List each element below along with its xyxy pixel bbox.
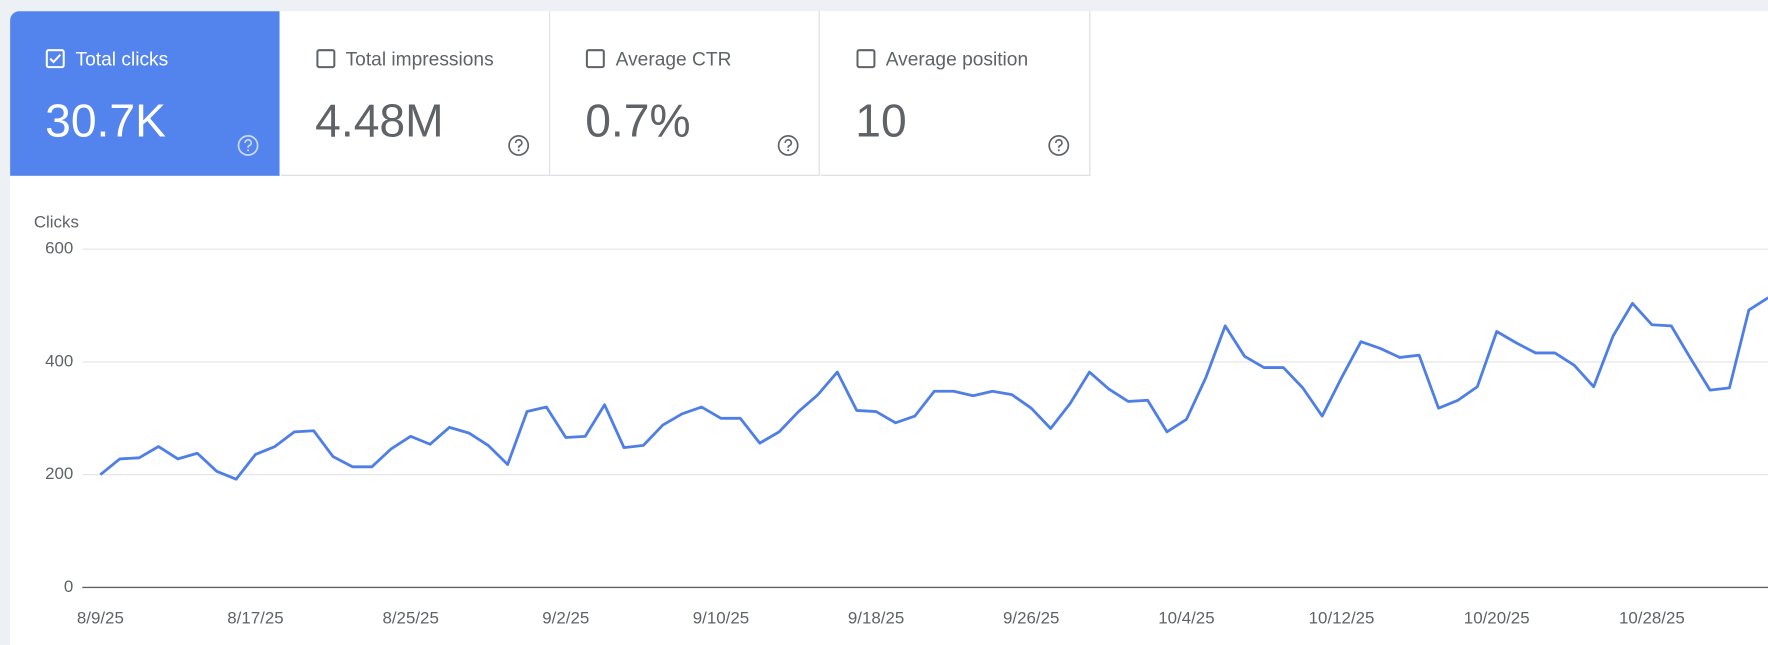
help-icon <box>507 135 529 156</box>
help-dot <box>517 149 520 152</box>
tile-icons <box>315 49 529 156</box>
help-circle <box>237 135 259 156</box>
checkbox <box>855 49 875 69</box>
help-dot <box>1057 149 1060 152</box>
y-tick-label: 200 <box>45 464 73 483</box>
tile-label: Total impressions <box>345 48 494 70</box>
tile-icons <box>585 49 799 156</box>
tile-icons <box>855 49 1069 156</box>
help-icon <box>237 135 259 156</box>
tile-value: 10 <box>855 94 907 147</box>
tile-label: Total clicks <box>75 48 169 70</box>
x-tick-label: 9/18/25 <box>848 608 904 627</box>
y-tick-label: 600 <box>45 239 73 258</box>
tile-value: 0.7% <box>585 94 691 147</box>
tile-label: Average CTR <box>615 48 732 70</box>
metric-tile[interactable]: Total clicks 30.7K <box>10 11 280 176</box>
help-circle <box>507 135 529 156</box>
x-tick-label: 10/28/25 <box>1619 608 1685 627</box>
x-tick-label: 9/2/25 <box>542 608 589 627</box>
help-circle <box>777 135 799 156</box>
clicks-line <box>99 296 1768 481</box>
checkbox <box>45 49 65 69</box>
y-tick-label: 0 <box>64 577 73 596</box>
checkbox <box>315 49 335 69</box>
metric-tile[interactable]: Average CTR 0.7% <box>550 11 820 176</box>
help-mark <box>244 138 253 148</box>
metric-tile[interactable]: Total impressions 4.48M <box>280 11 550 176</box>
tile-value: 4.48M <box>315 94 444 147</box>
y-tick-label: 400 <box>45 351 73 370</box>
help-dot <box>247 149 250 152</box>
x-tick-label: 10/4/25 <box>1158 608 1214 627</box>
y-axis-label: Clicks <box>34 213 79 232</box>
metric-tile[interactable]: Average position 10 <box>820 11 1090 176</box>
x-tick-label: 8/9/25 <box>77 608 124 627</box>
tile-value: 30.7K <box>45 94 166 147</box>
help-icon <box>1047 135 1069 156</box>
checkbox <box>585 49 605 69</box>
help-dot <box>787 149 790 152</box>
tile-icons <box>45 49 259 156</box>
x-tick-label: 8/25/25 <box>382 608 438 627</box>
help-icon <box>777 135 799 156</box>
help-mark <box>1054 138 1063 148</box>
tile-label: Average position <box>885 48 1029 70</box>
help-mark <box>784 138 793 148</box>
x-tick-label: 9/10/25 <box>693 608 749 627</box>
help-circle <box>1047 135 1069 156</box>
x-tick-label: 10/12/25 <box>1309 608 1375 627</box>
checkmark <box>49 53 62 64</box>
help-mark <box>514 138 523 148</box>
x-tick-label: 8/17/25 <box>227 608 283 627</box>
x-tick-label: 9/26/25 <box>1003 608 1059 627</box>
x-tick-label: 10/20/25 <box>1464 608 1530 627</box>
